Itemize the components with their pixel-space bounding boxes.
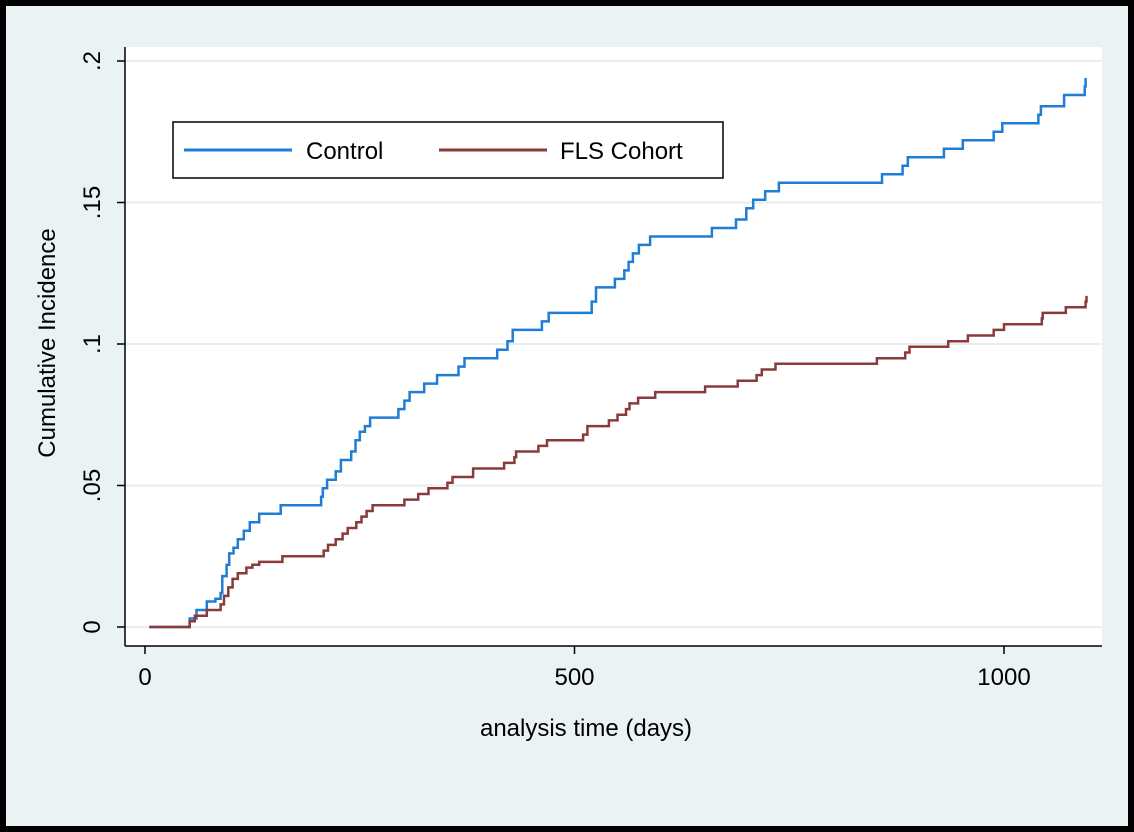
- x-tick-label: 1000: [977, 664, 1030, 691]
- x-axis-title: analysis time (days): [480, 715, 692, 742]
- y-axis-title: Cumulative Incidence: [34, 228, 61, 457]
- y-tick-label: .2: [79, 51, 106, 71]
- series-line-fls-cohort: [149, 295, 1088, 629]
- y-tick-label: .1: [79, 334, 106, 354]
- y-tick-label: 0: [79, 620, 106, 633]
- series-lines: [149, 78, 1088, 629]
- x-tick-label: 500: [554, 664, 594, 691]
- x-ticks: 0 500 1000: [138, 646, 1031, 691]
- y-ticks: 0 .05 .1 .15 .2: [79, 51, 125, 634]
- grid-lines: [125, 60, 1102, 628]
- legend-label-control: Control: [306, 138, 383, 165]
- legend-label-fls-cohort: FLS Cohort: [560, 138, 683, 165]
- axes: [124, 47, 1102, 647]
- legend: Control FLS Cohort: [172, 121, 724, 179]
- y-tick-label: .15: [79, 186, 106, 219]
- x-tick-label: 0: [138, 664, 151, 691]
- series-line-control: [149, 78, 1087, 629]
- y-tick-label: .05: [79, 469, 106, 502]
